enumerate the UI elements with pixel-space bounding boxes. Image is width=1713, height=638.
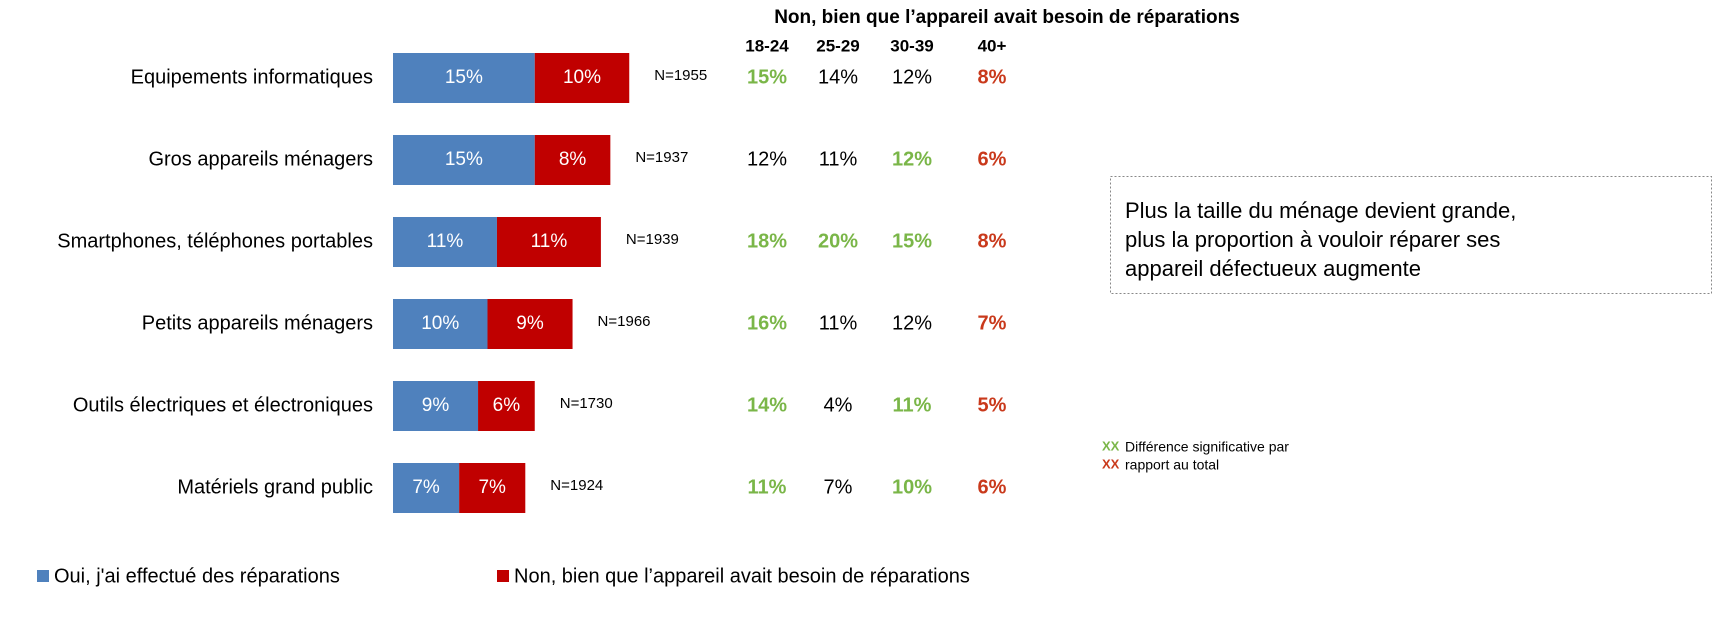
table-cell: 11% xyxy=(748,476,787,498)
value-label: 6% xyxy=(493,395,521,416)
value-label: 9% xyxy=(516,313,544,334)
table-cell: 12% xyxy=(747,148,787,170)
table-cell: 20% xyxy=(818,230,858,252)
value-label: 15% xyxy=(445,67,483,88)
value-label: 7% xyxy=(478,477,506,498)
bar-segment xyxy=(487,299,573,349)
table-cell: 5% xyxy=(978,394,1007,416)
table-cell: 12% xyxy=(892,66,932,88)
value-label: 10% xyxy=(421,313,459,334)
n-label: N=1939 xyxy=(626,231,679,248)
column-header: 18-24 xyxy=(745,36,789,55)
table-cell: 11% xyxy=(893,394,932,416)
legend-label: Non, bien que l’appareil avait besoin de… xyxy=(514,565,970,587)
bar-segment xyxy=(393,381,479,431)
table-cell: 8% xyxy=(978,66,1007,88)
n-label: N=1955 xyxy=(654,67,707,84)
annotation-line: Plus la taille du ménage devient grande, xyxy=(1125,198,1516,223)
bar-segment xyxy=(393,135,535,185)
value-label: 9% xyxy=(422,395,450,416)
table-cell: 6% xyxy=(978,148,1007,170)
value-label: 10% xyxy=(563,67,601,88)
table-cell: 8% xyxy=(978,230,1007,252)
table-cell: 6% xyxy=(978,476,1007,498)
legend-swatch xyxy=(37,570,49,582)
value-label: 7% xyxy=(412,477,440,498)
category-label: Outils électriques et électroniques xyxy=(73,394,373,416)
category-label: Matériels grand public xyxy=(177,476,373,498)
table-cell: 7% xyxy=(978,312,1007,334)
annotation-line: appareil défectueux augmente xyxy=(1125,256,1421,281)
note-marker: XX xyxy=(1102,438,1120,453)
annotation-box xyxy=(1110,176,1712,294)
table-cell: 15% xyxy=(892,230,932,252)
bar-segment xyxy=(393,217,497,267)
column-header: 25-29 xyxy=(816,36,859,55)
n-label: N=1730 xyxy=(560,395,613,412)
column-header: 30-39 xyxy=(890,36,933,55)
table-cell: 16% xyxy=(747,312,787,334)
category-label: Smartphones, téléphones portables xyxy=(57,230,373,252)
value-label: 8% xyxy=(559,149,587,170)
bar-segment xyxy=(478,381,535,431)
table-cell: 11% xyxy=(819,148,858,170)
note-line: rapport au total xyxy=(1125,457,1219,473)
n-label: N=1924 xyxy=(550,477,603,494)
table-cell: 15% xyxy=(747,66,787,88)
bar-segment xyxy=(534,53,630,103)
table-cell: 4% xyxy=(824,394,853,416)
value-label: 11% xyxy=(531,231,568,252)
table-cell: 11% xyxy=(819,312,858,334)
category-label: Gros appareils ménagers xyxy=(148,148,373,170)
n-label: N=1937 xyxy=(635,149,688,166)
table-cell: 12% xyxy=(892,312,932,334)
legend-label: Oui, j'ai effectué des réparations xyxy=(54,565,340,587)
annotation-line: plus la proportion à vouloir réparer ses xyxy=(1125,227,1500,252)
n-label: N=1966 xyxy=(598,313,651,330)
bar-segment xyxy=(534,135,611,185)
value-label: 11% xyxy=(427,231,464,252)
bar-segment xyxy=(393,299,488,349)
category-label: Equipements informatiques xyxy=(131,66,373,88)
bar-segment xyxy=(496,217,601,267)
category-label: Petits appareils ménagers xyxy=(142,312,373,334)
value-label: 15% xyxy=(445,149,483,170)
table-title: Non, bien que l’appareil avait besoin de… xyxy=(774,7,1240,28)
bar-segment xyxy=(393,53,535,103)
legend-swatch xyxy=(497,570,509,582)
note-line: Différence significative par xyxy=(1125,439,1289,455)
table-cell: 18% xyxy=(747,230,787,252)
bar-segment xyxy=(459,463,526,513)
bar-segment xyxy=(393,463,460,513)
table-cell: 14% xyxy=(747,394,787,416)
table-cell: 10% xyxy=(892,476,932,498)
table-cell: 12% xyxy=(892,148,932,170)
note-marker: XX xyxy=(1102,456,1120,471)
table-cell: 14% xyxy=(818,66,858,88)
table-cell: 7% xyxy=(824,476,853,498)
column-header: 40+ xyxy=(978,36,1007,55)
